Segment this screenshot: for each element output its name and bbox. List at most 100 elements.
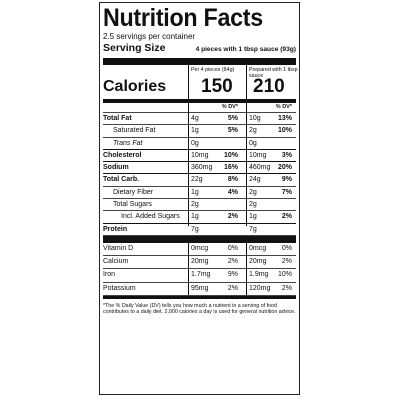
nutrient-amount-col2: 10mg: [249, 151, 267, 159]
vitamin-dv-col2: 0%: [281, 244, 292, 252]
nutrient-dv-col1: 5%: [227, 127, 238, 135]
nutrient-amount-col1: 4g: [191, 115, 199, 122]
dv-header-col2: % DV*: [275, 104, 292, 110]
vitamin-amount-col2: 1.9mg: [249, 271, 269, 279]
nutrient-dv-col2: 9%: [281, 176, 292, 184]
vitamin-name: Iron: [103, 271, 116, 279]
dv-header-col1: % DV*: [221, 104, 238, 110]
nutrition-facts-panel: Nutrition Facts 2.5 servings per contain…: [99, 2, 300, 395]
nutrient-dv-col2: 3%: [281, 151, 292, 159]
nutrient-dv-col2: 10%: [277, 127, 292, 135]
vitamin-dv-col1: 2%: [227, 284, 238, 292]
nutrient-row: Dietary Fiber 1g 4% 2g 7%: [103, 187, 296, 200]
nutrient-amount-col1: 22g: [191, 176, 203, 184]
nutrient-amount-col1: 0g: [191, 139, 199, 147]
nutrient-row: Incl. Added Sugars 1g 2% 1g 2%: [103, 211, 296, 224]
vitamin-dv-col1: 2%: [227, 258, 238, 266]
nutrient-dv-col2: 7%: [281, 188, 292, 196]
column-divider: [188, 65, 189, 99]
column-divider: [246, 242, 247, 295]
nutrient-amount-col1: 360mg: [191, 164, 213, 172]
vitamin-name: Potassium: [103, 284, 136, 292]
vitamin-row: Calcium 20mg 2% 20mg 2%: [103, 256, 296, 270]
nutrient-dv-col1: 5%: [227, 115, 238, 122]
vitamin-dv-col1: 0%: [227, 244, 238, 252]
nutrient-amount-col1: 1g: [191, 127, 199, 135]
vitamin-amount-col1: 0mcg: [191, 244, 209, 252]
vitamin-dv-col2: 2%: [281, 284, 292, 292]
serving-size-row: Serving Size 4 pieces with 1 tbsp sauce …: [103, 42, 296, 58]
vitamin-amount-col2: 120mg: [249, 284, 271, 292]
nutrient-amount-col1: 10mg: [191, 151, 209, 159]
nutrient-dv-col2: 13%: [277, 115, 292, 122]
column-divider: [246, 103, 247, 226]
vitamin-amount-col1: 20mg: [191, 258, 209, 266]
footnote: *The % Daily Value (DV) tells you how mu…: [103, 295, 296, 316]
vitamin-table: Vitamin D 0mcg 0% 0mcg 0% Calcium 20mg 2% 20mg 2%…: [103, 242, 296, 296]
nutrient-amount-col2: 10g: [249, 115, 261, 122]
nutrient-name: Total Sugars: [113, 201, 152, 209]
nutrient-dv-col1: 8%: [227, 176, 238, 184]
column-divider: [188, 103, 189, 226]
thick-divider: [103, 58, 296, 65]
dv-header-row: % DV* % DV*: [103, 103, 296, 113]
serving-size-label: Serving Size: [103, 42, 166, 54]
nutrient-name: Protein: [103, 225, 128, 233]
nutrient-amount-col1: 2g: [191, 201, 199, 209]
column-divider: [246, 65, 247, 99]
vitamin-row: Iron 1.7mg 9% 1.9mg 10%: [103, 269, 296, 283]
nutrient-name: Total Carb.: [103, 176, 140, 184]
vitamin-name: Calcium: [103, 258, 129, 266]
nutrient-name: Dietary Fiber: [113, 188, 154, 196]
calories-col2-value: 210: [253, 76, 285, 97]
nutrient-amount-col2: 7g: [249, 225, 257, 233]
nutrient-amount-col2: 2g: [249, 201, 257, 209]
nutrient-amount-col1: 1g: [191, 188, 199, 196]
vitamin-dv-col2: 2%: [281, 258, 292, 266]
vitamin-amount-col1: 1.7mg: [191, 271, 211, 279]
nutrient-row: Total Fat 4g 5% 10g 13%: [103, 113, 296, 126]
nutrient-dv-col1: 4%: [227, 188, 238, 196]
panel-title: Nutrition Facts: [103, 4, 263, 32]
serving-size-value: 4 pieces with 1 tbsp sauce (93g): [195, 46, 296, 53]
vitamin-dv-col2: 10%: [277, 271, 292, 279]
nutrient-dv-col2: 2%: [281, 213, 292, 221]
nutrient-row: Protein 7g 7g: [103, 224, 296, 236]
nutrient-dv-col1: 10%: [223, 151, 238, 159]
nutrient-row: Total Carb. 22g 8% 24g 9%: [103, 174, 296, 187]
nutrient-name: Cholesterol: [103, 151, 142, 159]
vitamin-amount-col1: 95mg: [191, 284, 209, 292]
nutrient-amount-col2: 460mg: [249, 164, 271, 172]
nutrient-table: % DV* % DV* Total Fat 4g 5% 10g 13% Saturated…: [103, 103, 296, 236]
nutrient-dv-col1: 16%: [223, 164, 238, 172]
vitamin-dv-col1: 9%: [227, 271, 238, 279]
calories-label: Calories: [103, 78, 167, 95]
vitamin-row: Potassium 95mg 2% 120mg 2%: [103, 283, 296, 296]
nutrient-name: Trans Fat: [113, 139, 143, 147]
nutrient-amount-col2: 0g: [249, 139, 257, 147]
nutrient-row: Cholesterol 10mg 10% 10mg 3%: [103, 150, 296, 163]
calories-col1-value: 150: [201, 76, 233, 97]
nutrient-amount-col2: 2g: [249, 188, 257, 196]
calories-col2-header: Prepared with 1 tbsp sauce: [249, 67, 298, 79]
calories-col1-header: Per 4 pieces (84g): [191, 67, 235, 73]
column-divider: [188, 242, 189, 295]
nutrient-row: Total Sugars 2g 2g: [103, 199, 296, 212]
calories-row: Calories Per 4 pieces (84g) Prepared wit…: [103, 65, 298, 103]
nutrient-name: Incl. Added Sugars: [121, 213, 180, 221]
nutrient-row: Saturated Fat 1g 5% 2g 10%: [103, 125, 296, 138]
nutrient-amount-col1: 1g: [191, 213, 199, 221]
vitamin-row: Vitamin D 0mcg 0% 0mcg 0%: [103, 243, 296, 257]
nutrient-amount-col2: 24g: [249, 176, 261, 184]
vitamin-amount-col2: 20mg: [249, 258, 267, 266]
thick-divider: [103, 235, 296, 243]
servings-per-container: 2.5 servings per container: [103, 32, 196, 41]
nutrient-row: Sodium 360mg 16% 460mg 20%: [103, 162, 296, 175]
vitamin-name: Vitamin D: [103, 244, 134, 252]
nutrient-name: Total Fat: [103, 115, 132, 122]
nutrient-amount-col1: 7g: [191, 225, 199, 233]
nutrient-dv-col1: 2%: [227, 213, 238, 221]
nutrient-dv-col2: 20%: [277, 164, 292, 172]
nutrient-amount-col2: 1g: [249, 213, 257, 221]
vitamin-amount-col2: 0mcg: [249, 244, 267, 252]
